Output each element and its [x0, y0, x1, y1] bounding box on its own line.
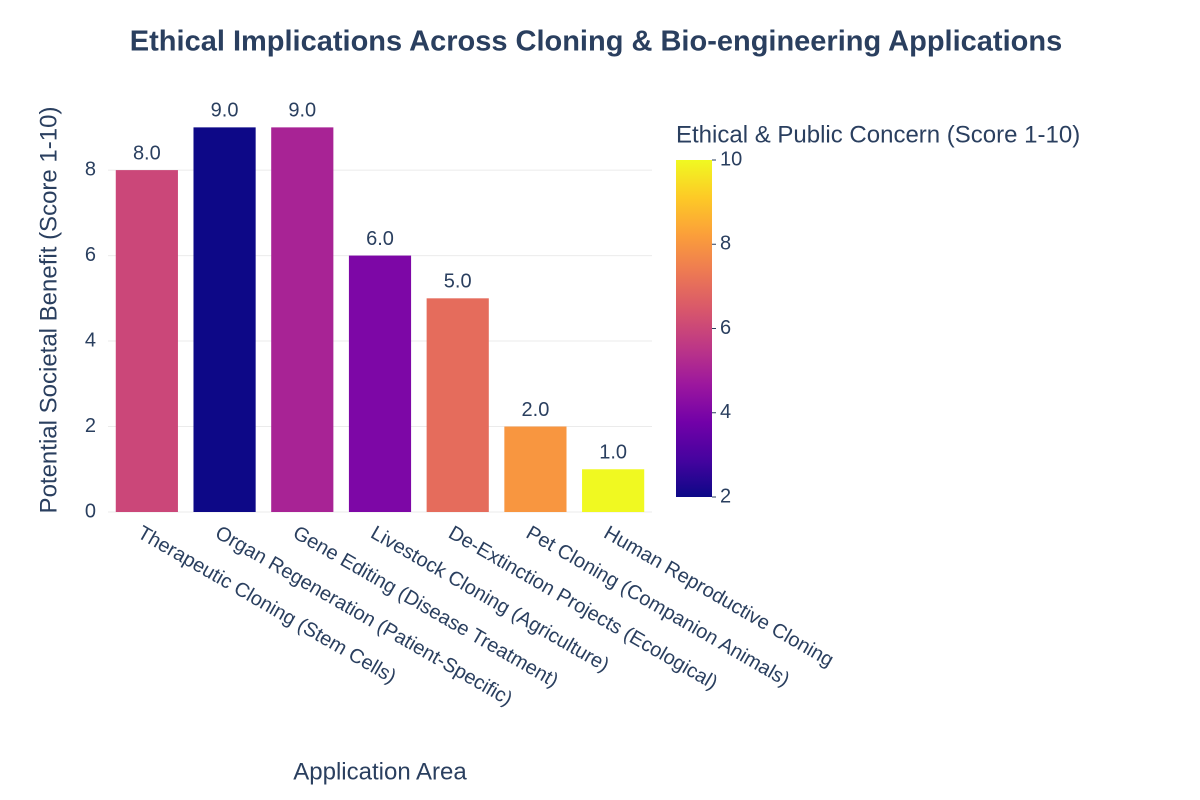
data-label: 6.0 [366, 228, 394, 250]
data-label: 8.0 [133, 142, 161, 164]
bar [582, 469, 645, 512]
colorbar-tick-label: 10 [720, 148, 742, 170]
y-tick-label: 6 [85, 244, 96, 266]
colorbar-tick-label: 2 [720, 485, 731, 507]
bar [193, 127, 256, 513]
colorbar-tick-label: 4 [720, 401, 731, 423]
chart-title: Ethical Implications Across Cloning & Bi… [130, 26, 1062, 58]
colorbar [676, 160, 712, 497]
bar [426, 298, 489, 512]
colorbar-title: Ethical & Public Concern (Score 1-10) [676, 121, 1080, 148]
data-label: 9.0 [288, 100, 316, 122]
data-label: 1.0 [599, 442, 627, 464]
bar [348, 255, 412, 512]
colorbar-tick-label: 6 [720, 317, 731, 339]
y-tick-label: 4 [85, 329, 96, 351]
data-label: 9.0 [211, 100, 239, 122]
x-axis-title: Application Area [293, 758, 467, 785]
data-label: 2.0 [522, 399, 550, 421]
y-tick-label: 8 [85, 158, 96, 180]
colorbar-tick-label: 8 [720, 233, 731, 255]
y-tick-label: 0 [85, 500, 96, 522]
bar [271, 127, 334, 513]
y-axis-title: Potential Societal Benefit (Score 1-10) [35, 107, 62, 514]
y-tick-label: 2 [85, 415, 96, 437]
bar [504, 426, 567, 512]
data-label: 5.0 [444, 271, 472, 293]
bar [115, 170, 178, 512]
